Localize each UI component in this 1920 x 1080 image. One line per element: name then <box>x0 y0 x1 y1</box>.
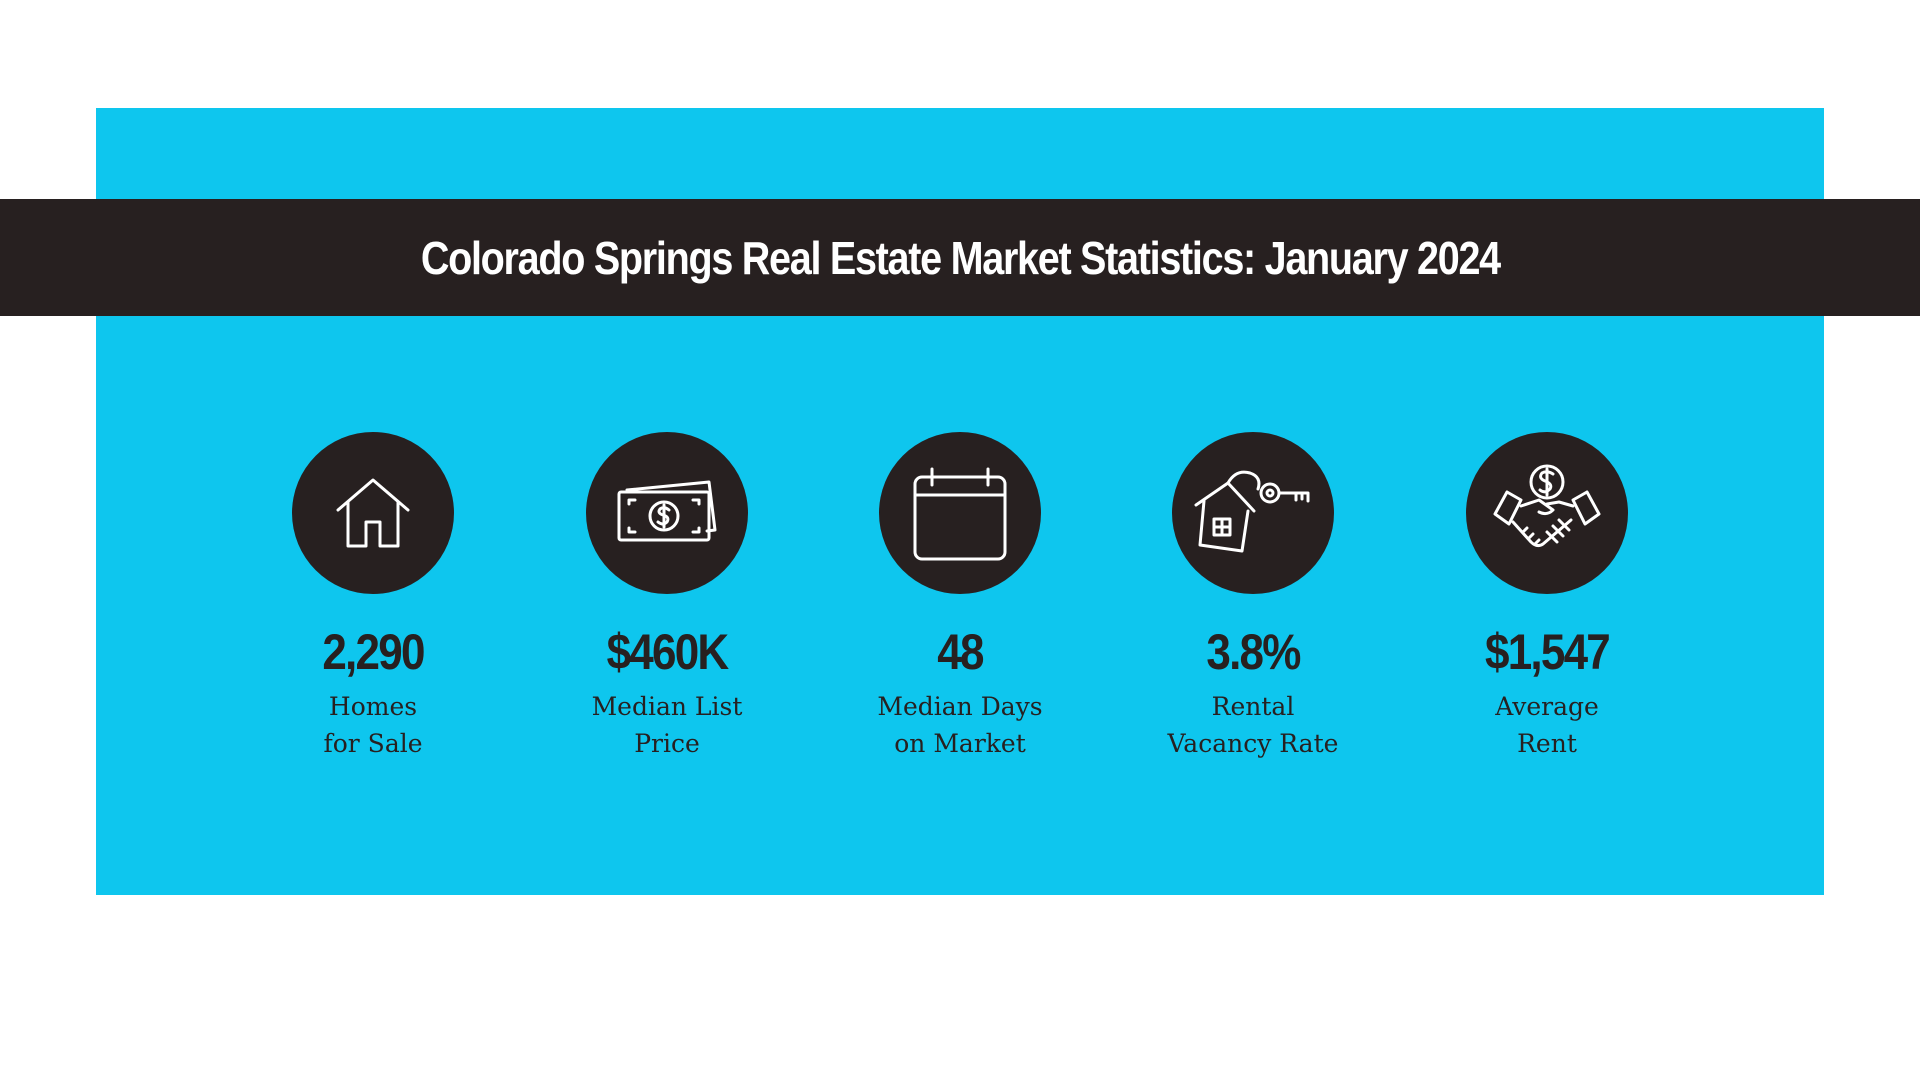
calendar-icon <box>879 432 1041 594</box>
stat-label: Median Days on Market <box>830 688 1090 762</box>
cash-icon <box>586 432 748 594</box>
stat-label-line: on Market <box>894 729 1026 758</box>
stat-label-line: Homes <box>328 692 418 721</box>
stat-label: Median List Price <box>537 688 797 762</box>
house-key-icon <box>1172 432 1334 594</box>
stat-label: Rental Vacancy Rate <box>1123 688 1383 762</box>
stat-value: $460K <box>606 624 730 680</box>
stat-label-line: Rent <box>1517 729 1577 758</box>
house-icon <box>292 432 454 594</box>
stat-label-line: Rental <box>1211 692 1295 721</box>
stat-label-line: Median List <box>591 692 743 721</box>
stat-value: 3.8% <box>1206 624 1301 680</box>
title-banner: Colorado Springs Real Estate Market Stat… <box>0 199 1920 316</box>
stat-label-line: Price <box>634 729 700 758</box>
handshake-dollar-icon <box>1466 432 1628 594</box>
stat-label-line: Median Days <box>877 692 1043 721</box>
stat-label: Homes for Sale <box>243 688 503 762</box>
stat-label-line: Average <box>1495 692 1599 721</box>
stat-label-line: for Sale <box>323 729 423 758</box>
stat-average-rent: $1,547 Average Rent <box>1417 432 1677 762</box>
stat-homes-for-sale: 2,290 Homes for Sale <box>243 432 503 762</box>
stat-value: $1,547 <box>1484 624 1611 680</box>
stat-rental-vacancy-rate: 3.8% Rental Vacancy Rate <box>1123 432 1383 762</box>
stat-median-list-price: $460K Median List Price <box>537 432 797 762</box>
stat-label-line: Vacancy Rate <box>1167 729 1339 758</box>
stat-label: Average Rent <box>1417 688 1677 762</box>
stat-value: 2,290 <box>322 624 425 680</box>
page-title: Colorado Springs Real Estate Market Stat… <box>420 231 1500 284</box>
stat-value: 48 <box>937 624 984 680</box>
stat-median-days-on-market: 48 Median Days on Market <box>830 432 1090 762</box>
